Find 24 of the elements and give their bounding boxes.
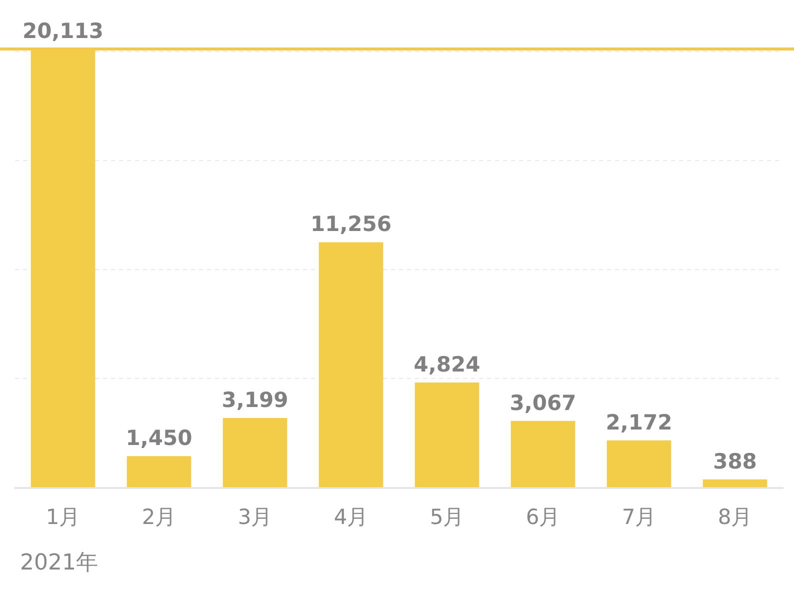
data-label: 2,172: [606, 410, 672, 434]
x-tick-label: 6月: [526, 504, 560, 529]
x-tick-label: 5月: [430, 504, 464, 529]
data-label: 3,199: [222, 388, 288, 412]
x-tick-label: 7月: [622, 504, 656, 529]
text: 2021年: [20, 550, 98, 576]
x-tick-label: 3月: [238, 504, 272, 529]
bar: [510, 420, 576, 488]
bar: [126, 456, 192, 488]
data-label: 11,256: [310, 212, 392, 236]
data-label: 20,113: [22, 18, 104, 43]
x-tick-label: 2月: [142, 504, 176, 529]
bar: [702, 479, 768, 488]
bar: [318, 242, 384, 488]
data-label: 388: [713, 449, 757, 474]
bar: [222, 418, 288, 488]
data-label: 3,067: [510, 390, 576, 415]
bar: [606, 440, 672, 488]
x-tick-label: 8月: [718, 504, 752, 529]
bar: [414, 382, 480, 488]
data-label: 4,824: [414, 352, 480, 377]
x-tick-label: 1月: [46, 504, 80, 529]
x-tick-label: 4月: [334, 504, 368, 529]
data-label: 1,450: [126, 426, 192, 450]
